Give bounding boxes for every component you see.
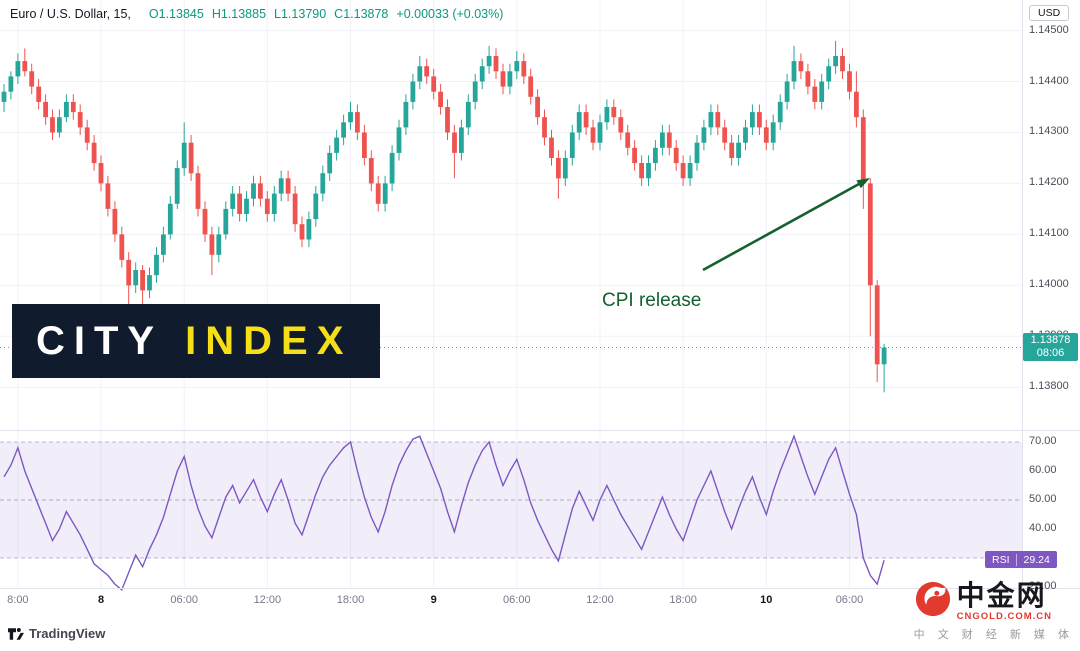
city-index-watermark: CITY INDEX bbox=[12, 304, 380, 378]
rsi-tick-label: 50.00 bbox=[1029, 493, 1057, 505]
ohlc-value: 1.13790 bbox=[280, 7, 327, 21]
tradingview-label: TradingView bbox=[29, 626, 106, 641]
time-tick-label: 18:00 bbox=[336, 594, 365, 606]
cngold-tagline: 中 文 财 经 新 媒 体 bbox=[913, 629, 1074, 641]
price-tick-label: 1.14000 bbox=[1029, 278, 1069, 291]
price-tick-label: 1.14500 bbox=[1029, 23, 1069, 36]
ohlc-key: L bbox=[274, 7, 281, 21]
cngold-icon bbox=[914, 580, 952, 623]
chart-legend: Euro / U.S. Dollar, 15, O1.13845 H1.13885 L… bbox=[10, 7, 503, 21]
last-price-value: 1.13878 bbox=[1030, 334, 1071, 347]
ohlc-value: 1.13845 bbox=[158, 7, 204, 21]
cngold-domain: CNGOLD.COM.CN bbox=[956, 611, 1052, 622]
pane-separator[interactable] bbox=[0, 430, 1080, 431]
rsi-label: RSI bbox=[992, 553, 1010, 566]
change-value: +0.00033 (+0.03%) bbox=[396, 7, 504, 21]
ohlc-values: O1.13845 H1.13885 L1.13790 C1.13878 bbox=[141, 7, 389, 21]
cpi-release-annotation: CPI release bbox=[602, 290, 702, 311]
bar-countdown: 08:06 bbox=[1036, 347, 1065, 360]
ohlc-key: C bbox=[334, 7, 344, 21]
symbol-title[interactable]: Euro / U.S. Dollar, 15, bbox=[10, 7, 131, 21]
city-index-word-city: CITY bbox=[36, 318, 164, 363]
currency-badge[interactable]: USD bbox=[1029, 5, 1070, 21]
price-tick-label: 1.13800 bbox=[1029, 380, 1069, 393]
time-tick-day: 10 bbox=[760, 594, 773, 606]
price-tick-label: 1.14100 bbox=[1029, 227, 1069, 240]
ohlc-value: 1.13885 bbox=[220, 7, 267, 21]
last-price-badge: 1.13878 08:06 bbox=[1023, 333, 1078, 362]
price-tick-label: 1.14400 bbox=[1029, 74, 1069, 87]
ohlc-value: 1.13878 bbox=[343, 7, 389, 21]
ohlc-key: O bbox=[148, 7, 159, 21]
cngold-logo: 中金网 CNGOLD.COM.CN 中 文 财 经 新 媒 体 bbox=[914, 580, 1074, 642]
time-tick-label: 12:00 bbox=[253, 594, 282, 606]
time-tick-label: 06:00 bbox=[835, 594, 864, 606]
rsi-tick-label: 70.00 bbox=[1029, 435, 1057, 447]
time-axis-separator bbox=[0, 588, 1080, 589]
time-tick-label: 18:00 bbox=[669, 594, 697, 606]
time-tick-label: 06:00 bbox=[503, 594, 531, 606]
rsi-tick-label: 40.00 bbox=[1029, 522, 1057, 534]
ohlc-key: H bbox=[211, 7, 221, 21]
tradingview-icon bbox=[8, 627, 24, 641]
price-tick-label: 1.14300 bbox=[1029, 125, 1069, 138]
price-scale[interactable]: 1.14500 1.14400 1.14300 1.14200 1.14100 1.140… bbox=[1022, 0, 1080, 620]
time-tick-label: 8:00 bbox=[7, 594, 29, 606]
cngold-name: 中金网 bbox=[956, 580, 1047, 611]
price-tick-label: 1.14200 bbox=[1029, 176, 1069, 189]
tradingview-logo[interactable]: TradingView bbox=[8, 626, 105, 641]
city-index-word-index: INDEX bbox=[185, 318, 353, 363]
time-tick-label: 12:00 bbox=[586, 594, 614, 606]
rsi-tick-label: 60.00 bbox=[1029, 464, 1057, 476]
rsi-tick-label: 20.00 bbox=[1029, 580, 1057, 592]
time-tick-label: 06:00 bbox=[170, 594, 198, 606]
rsi-value-badge: RSI 29.24 bbox=[985, 551, 1057, 569]
rsi-last-value: 29.24 bbox=[1015, 553, 1050, 566]
time-tick-day: 9 bbox=[430, 594, 437, 606]
price-scale-border bbox=[1022, 0, 1023, 588]
time-axis[interactable]: 8:00 8 06:00 12:00 18:00 9 06:00 12:00 18:00 10 06… bbox=[0, 592, 1022, 614]
time-tick-day: 8 bbox=[97, 594, 105, 606]
